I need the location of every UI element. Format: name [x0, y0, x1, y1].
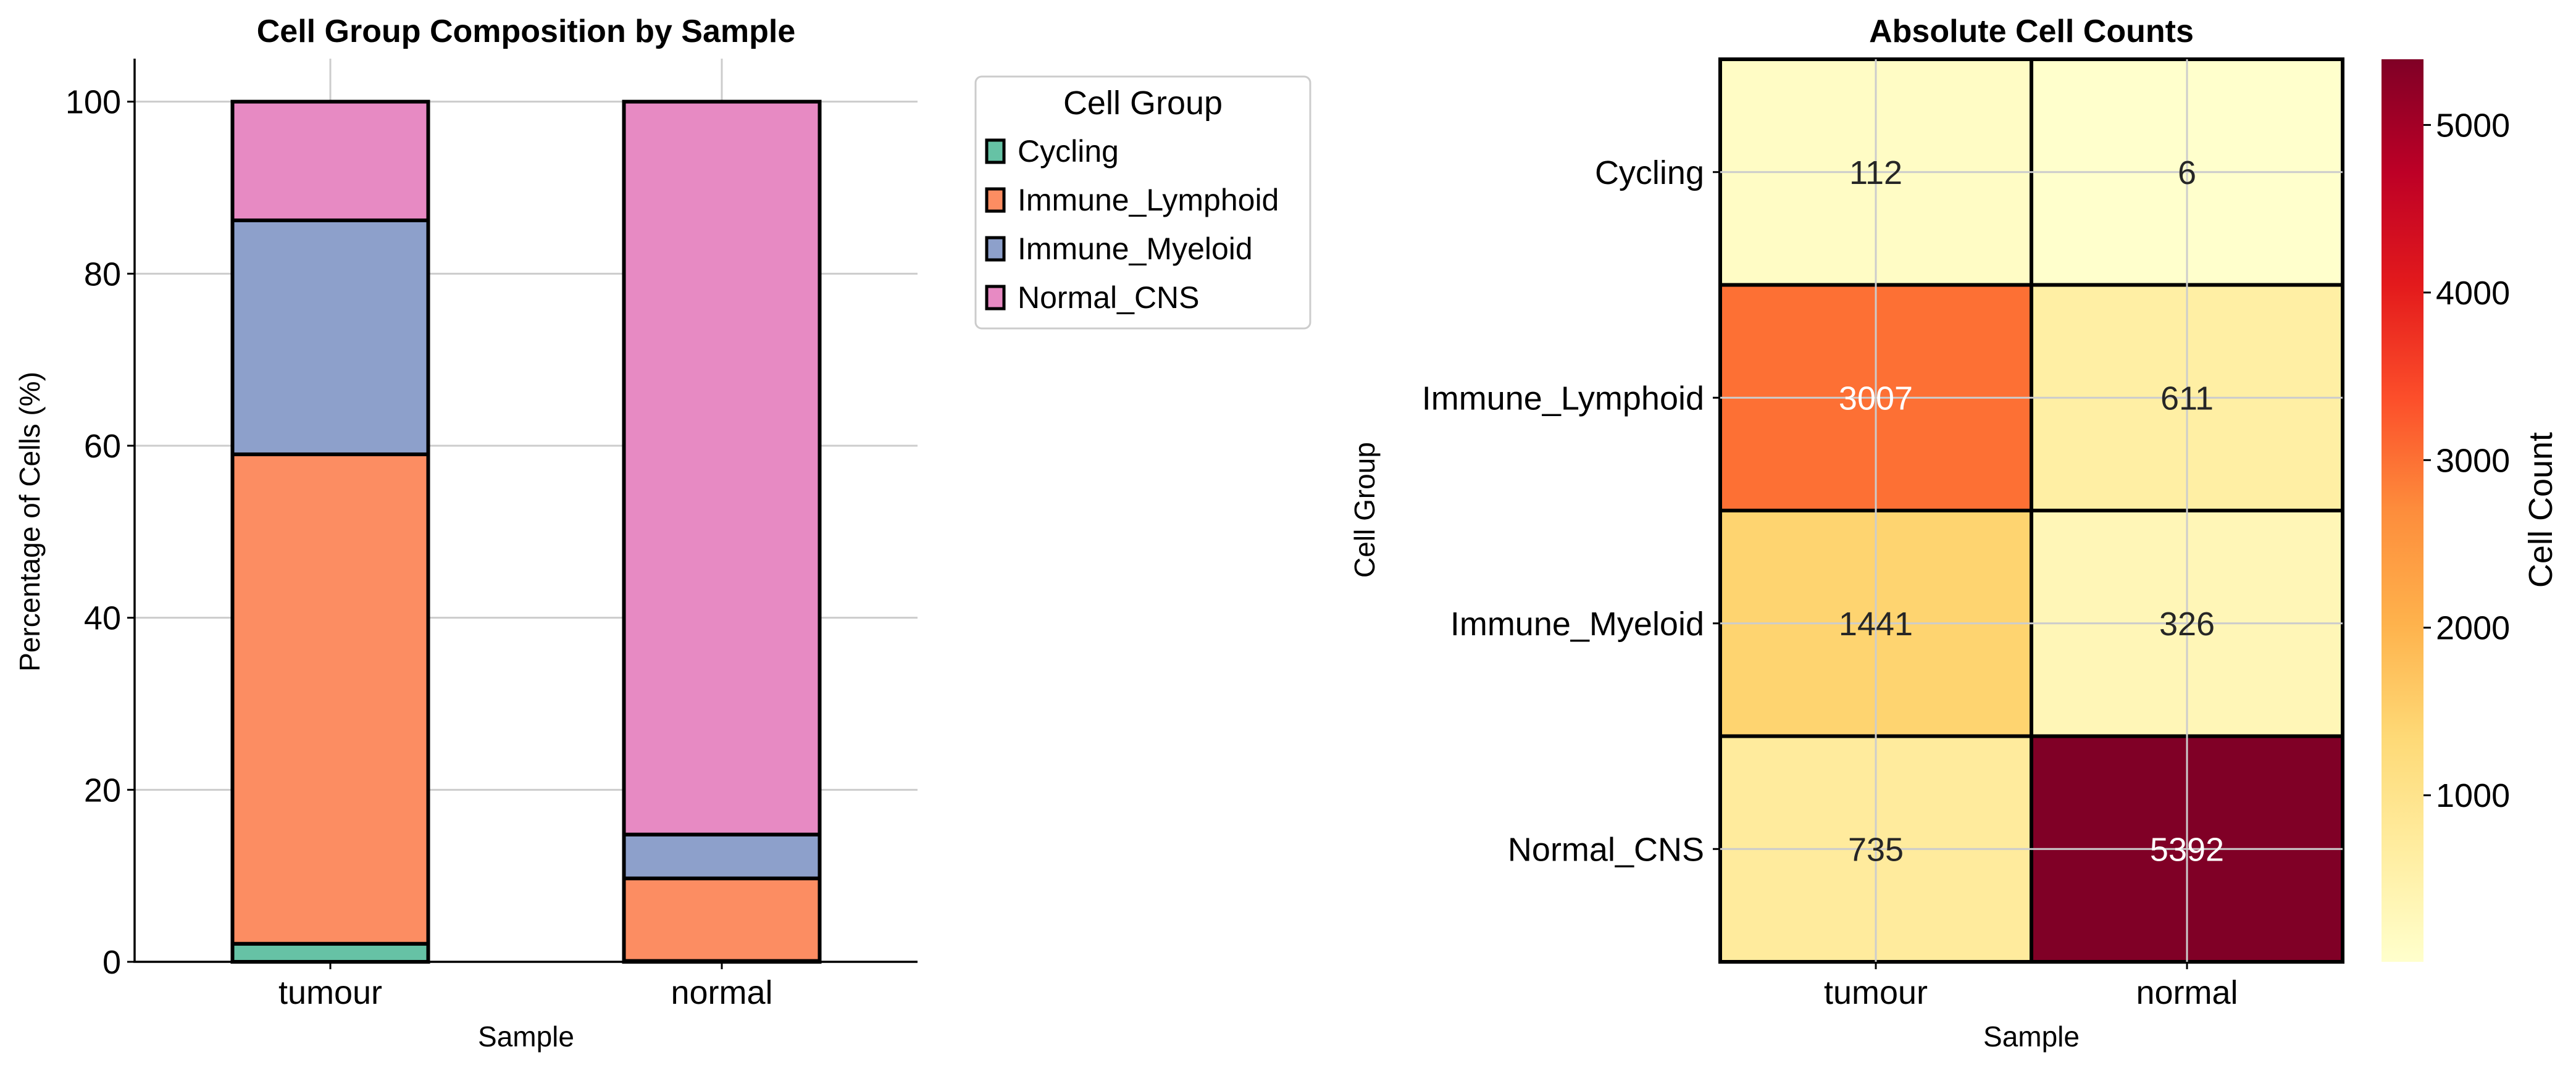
colorbar-label: Cell Count [2522, 432, 2559, 588]
legend-items: Cycling Immune_Lymphoid Immune_Myeloid Norm… [985, 134, 1279, 315]
bar-chart-x-label: Sample [478, 1020, 574, 1053]
colorbar-ticks: 1000 2000 3000 4000 5000 [2423, 107, 2510, 814]
bar-chart-legend: Cell Group Cycling Immune_Lymphoid Immune_… [974, 75, 1311, 330]
colorbar: 1000 2000 3000 4000 5000 Cell Count [2382, 59, 2559, 962]
colorbar-tick-label: 2000 [2436, 610, 2510, 647]
heatmap-y-tick-label: Immune_Myeloid [1450, 606, 1704, 643]
legend-label-normal-cns: Normal_CNS [1018, 280, 1200, 315]
legend-title: Cell Group [1063, 85, 1223, 122]
bar-x-tick-label: tumour [278, 974, 382, 1011]
bar-chart-y-label: Percentage of Cells (%) [14, 372, 46, 672]
bar-segment-tumour-cycling [230, 941, 430, 964]
legend-label-cycling: Cycling [1018, 134, 1119, 169]
bar-segment-tumour-normal-cns [230, 99, 430, 222]
heatmap-value-label: 1441 [1839, 606, 1913, 643]
heatmap-value-labels: 112 6 3007 611 1441 326 735 5392 [1839, 154, 2224, 869]
heatmap-x-label: Sample [1983, 1020, 2080, 1053]
legend-swatch-cycling [985, 138, 1006, 164]
legend-label-immune-lymphoid: Immune_Lymphoid [1018, 183, 1279, 217]
heatmap-grid [1720, 59, 2343, 962]
heatmap-y-tick-label: Normal_CNS [1508, 831, 1704, 868]
colorbar-tick-label: 3000 [2436, 442, 2510, 479]
bar-segment-tumour-immune-lymphoid [230, 452, 430, 946]
bar-segment-tumour-immune-myeloid [230, 218, 430, 456]
bar-segment-normal-normal-cns [622, 99, 822, 836]
heatmap-chart: Absolute Cell Counts 112 6 3007 611 1441 326 7… [1349, 14, 2559, 1053]
heatmap-value-label: 5392 [2150, 831, 2224, 868]
heatmap-value-label: 611 [2160, 380, 2214, 417]
legend-swatch-immune-myeloid [985, 236, 1006, 262]
bar-chart-title: Cell Group Composition by Sample [257, 14, 796, 49]
colorbar-gradient [2382, 59, 2423, 962]
colorbar-tick-label: 1000 [2436, 777, 2510, 814]
heatmap-x-tick-label: tumour [1824, 974, 1928, 1011]
legend-frame [974, 75, 1311, 330]
bar-chart-y-ticks: 0 20 40 60 80 100 [65, 84, 135, 981]
heatmap-title: Absolute Cell Counts [1869, 14, 2194, 49]
colorbar-tick-label: 5000 [2436, 107, 2510, 144]
heatmap-value-label: 3007 [1839, 380, 1913, 417]
legend-swatch-normal-cns [985, 285, 1006, 311]
heatmap-value-label: 6 [2178, 154, 2196, 191]
bar-chart-bars [230, 99, 822, 964]
heatmap-cells [1718, 57, 2344, 964]
colorbar-tick-label: 4000 [2436, 275, 2510, 312]
legend-label-immune-myeloid: Immune_Myeloid [1018, 232, 1253, 266]
legend-swatch-immune-lymphoid [985, 187, 1006, 213]
bar-chart-x-ticks: tumour normal [278, 962, 773, 1011]
stacked-bar-chart: Cell Group Composition by Sample 0 20 40 60… [14, 14, 1311, 1053]
bar-x-tick-label: normal [671, 974, 772, 1011]
bar-y-tick-label: 0 [102, 944, 121, 981]
heatmap-value-label: 735 [1848, 831, 1904, 868]
heatmap-value-label: 112 [1849, 154, 1902, 191]
heatmap-y-tick-label: Immune_Lymphoid [1422, 380, 1704, 417]
heatmap-y-tick-label: Cycling [1595, 154, 1704, 191]
bar-y-tick-label: 80 [84, 256, 121, 293]
bar-y-tick-label: 60 [84, 428, 121, 465]
bar-segment-normal-immune-myeloid [622, 832, 822, 880]
heatmap-value-label: 326 [2159, 606, 2215, 643]
heatmap-y-label: Cell Group [1349, 442, 1381, 578]
bar-y-tick-label: 100 [65, 84, 121, 121]
bar-segment-normal-immune-lymphoid [622, 876, 822, 963]
heatmap-y-ticks: Cycling Immune_Lymphoid Immune_Myeloid Norm… [1422, 154, 1720, 868]
bar-y-tick-label: 20 [84, 772, 121, 809]
bar-y-tick-label: 40 [84, 600, 121, 637]
heatmap-x-tick-label: normal [2136, 974, 2238, 1011]
heatmap-x-ticks: tumour normal [1824, 962, 2238, 1011]
